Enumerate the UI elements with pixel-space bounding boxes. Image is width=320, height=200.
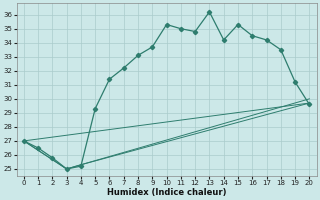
X-axis label: Humidex (Indice chaleur): Humidex (Indice chaleur) [107,188,226,197]
